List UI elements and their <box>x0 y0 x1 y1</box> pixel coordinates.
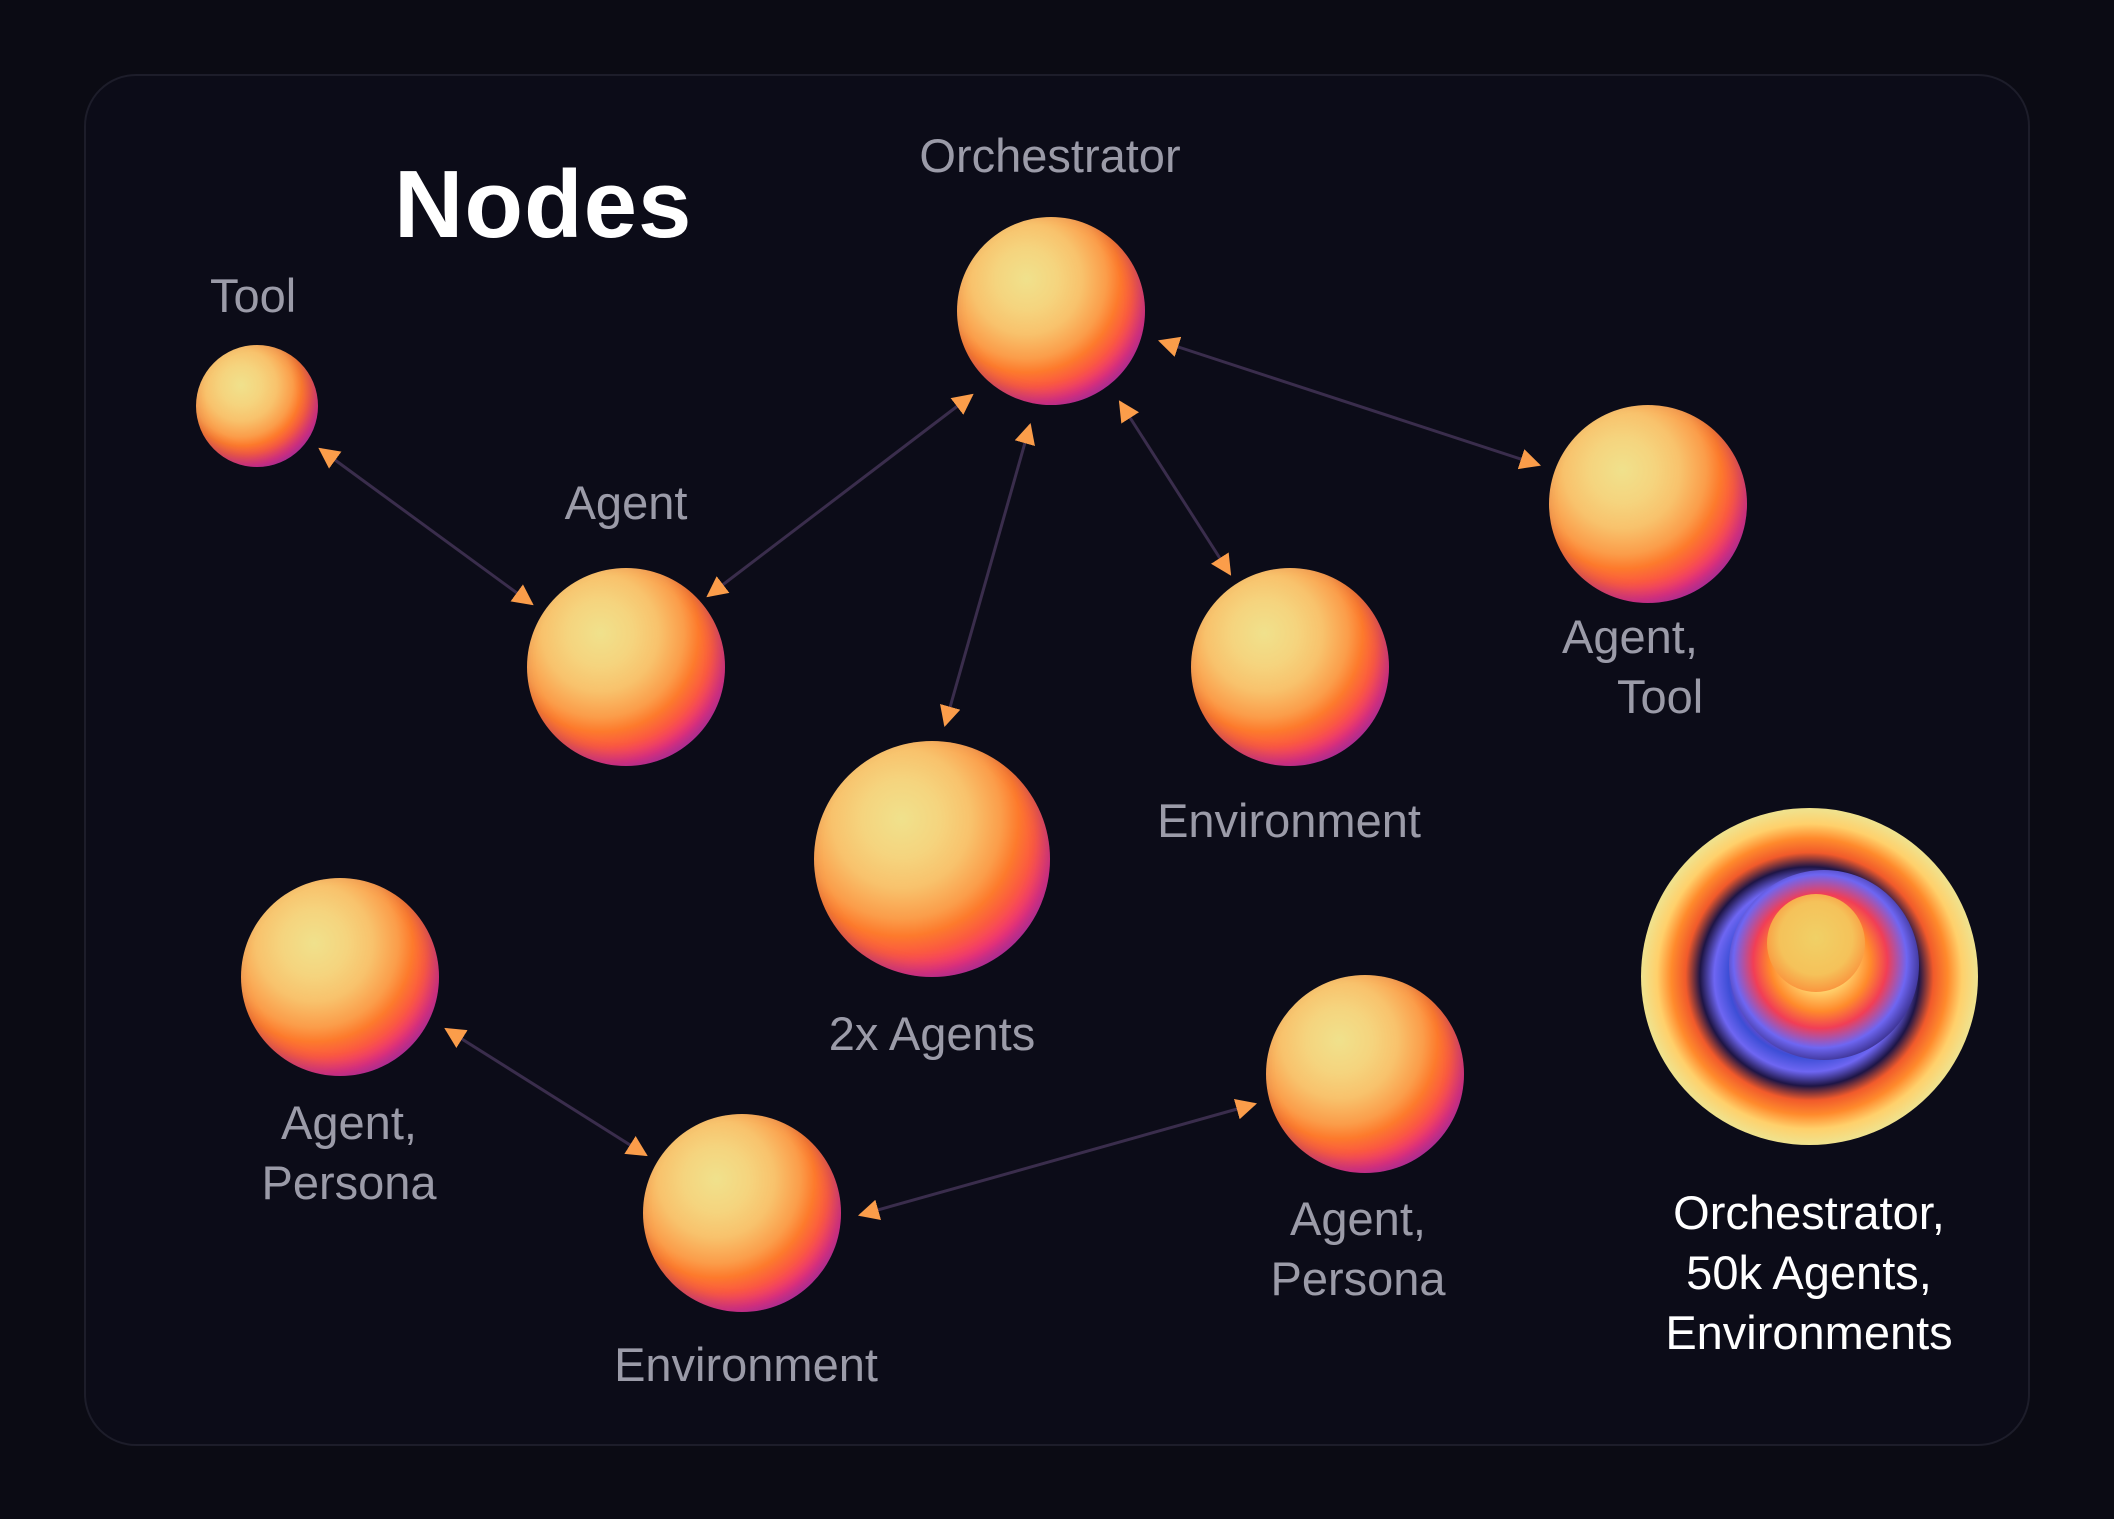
edge-agent-orchestrator <box>706 393 974 598</box>
label-agent-persona-left-2: Persona <box>261 1156 437 1209</box>
edge-orchestrator-environment <box>1118 400 1232 576</box>
cluster-core <box>1767 894 1865 992</box>
agent-persona-right-node <box>1266 975 1464 1173</box>
edge-persona-environment <box>444 1027 648 1157</box>
label-environment-top: Environment <box>1157 794 1421 847</box>
orchestrator-cluster-node <box>1641 808 1978 1145</box>
edge-environment-persona <box>857 1099 1258 1220</box>
page-title: Nodes <box>394 151 693 258</box>
label-cluster-3: Environments <box>1665 1306 1953 1359</box>
agent-tool-node <box>1549 405 1747 603</box>
environment-top-node <box>1191 568 1389 766</box>
two-agents-node <box>814 741 1050 977</box>
label-tool: Tool <box>210 269 297 322</box>
label-agent: Agent <box>564 476 688 529</box>
label-two-agents: 2x Agents <box>828 1007 1036 1060</box>
edge-tool-agent <box>318 447 534 606</box>
label-agent-tool-2: Tool <box>1617 670 1704 723</box>
environment-bottom-node <box>643 1114 841 1312</box>
label-agent-tool-1: Agent, <box>1562 610 1698 663</box>
label-agent-persona-right-1: Agent, <box>1290 1192 1426 1245</box>
edge-orchestrator-agent-tool <box>1158 336 1541 470</box>
label-orchestrator: Orchestrator <box>919 129 1181 182</box>
tool-node <box>196 345 318 467</box>
label-agent-persona-left-1: Agent, <box>281 1096 417 1149</box>
label-cluster-2: 50k Agents, <box>1686 1246 1932 1299</box>
edge-orchestrator-2x-agents <box>940 422 1035 728</box>
label-environment-bottom: Environment <box>614 1338 878 1391</box>
agent-persona-left-node <box>241 878 439 1076</box>
label-cluster-1: Orchestrator, <box>1673 1186 1945 1239</box>
label-agent-persona-right-2: Persona <box>1270 1252 1446 1305</box>
orchestrator-node <box>957 217 1145 405</box>
agent-node <box>527 568 725 766</box>
